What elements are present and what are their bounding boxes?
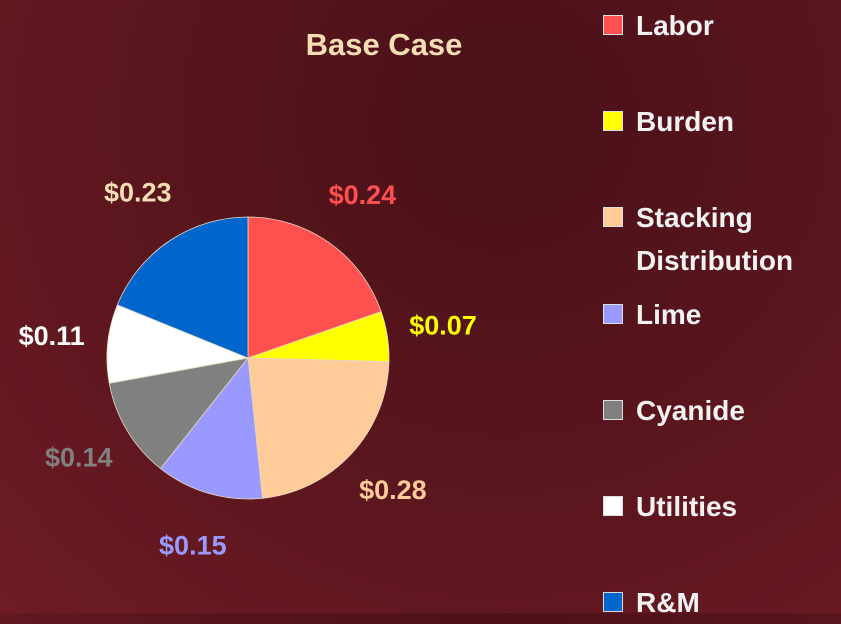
legend-item: Stacking Distribution <box>603 196 839 282</box>
legend-swatch <box>603 592 623 613</box>
pie-slice <box>159 356 263 500</box>
legend-label: Labor <box>636 10 714 41</box>
legend-label: Burden <box>636 106 734 138</box>
legend-swatch <box>603 111 623 132</box>
pie-slice <box>247 216 382 359</box>
legend-item: Utilities <box>603 485 839 528</box>
legend-swatch <box>603 15 623 35</box>
data-label: $0.07 <box>409 311 477 341</box>
legend-item: Cyanide <box>603 389 839 432</box>
legend-label: Stacking Distribution <box>636 202 794 277</box>
data-label: $0.24 <box>329 180 397 210</box>
legend-label: Cyanide <box>636 394 745 426</box>
chart-title: Base Case <box>306 27 463 62</box>
pie-slice <box>116 216 249 359</box>
data-label: $0.14 <box>45 443 113 473</box>
data-label: $0.23 <box>104 177 172 207</box>
pie-slice <box>247 357 390 499</box>
data-label: $0.28 <box>359 475 427 505</box>
legend-item: Burden <box>603 100 839 143</box>
legend-label: Utilities <box>636 491 738 522</box>
legend-label: Lime <box>636 298 702 330</box>
legend-swatch <box>603 496 623 516</box>
legend-swatch <box>603 207 623 228</box>
legend-swatch <box>603 303 623 324</box>
legend-item: Labor <box>603 4 839 47</box>
legend-item: R&M <box>603 581 839 624</box>
legend-item: Lime <box>603 293 839 336</box>
pie-slice <box>106 304 250 384</box>
data-label: $0.15 <box>159 531 227 561</box>
legend-swatch <box>603 399 623 420</box>
data-label: $0.11 <box>19 321 85 351</box>
pie-slice <box>108 357 249 470</box>
legend-label: R&M <box>636 587 700 619</box>
